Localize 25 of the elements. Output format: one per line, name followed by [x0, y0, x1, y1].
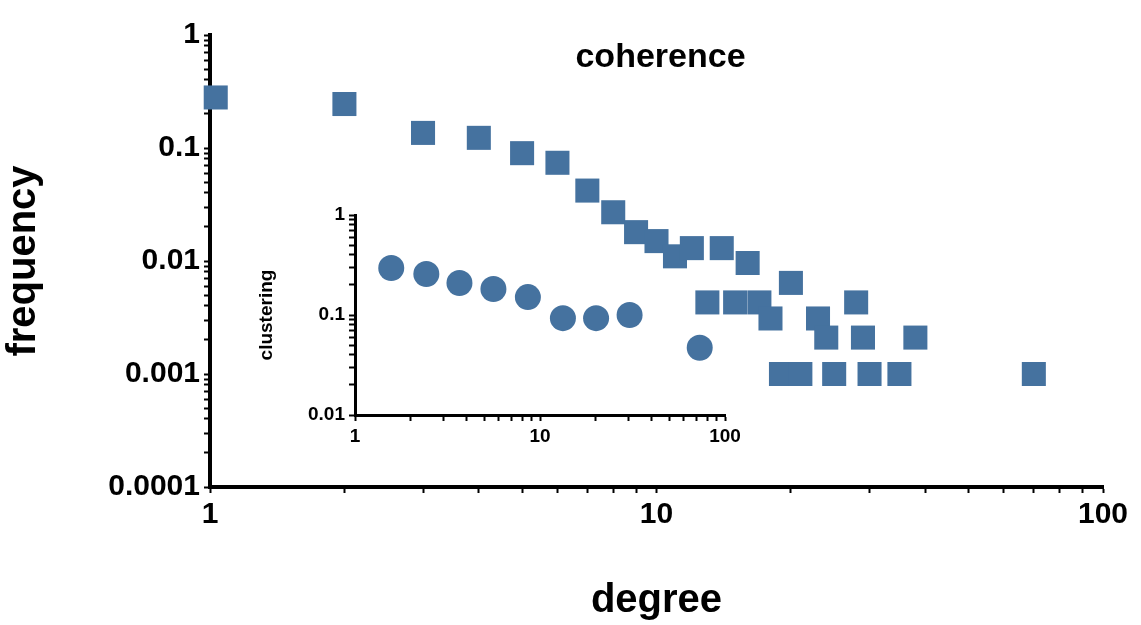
point [446, 269, 473, 296]
y-axis-title: frequency [0, 164, 44, 357]
point [583, 305, 610, 332]
y-tick-label: 0.1 [158, 129, 200, 163]
x-tick-label: 100 [709, 424, 741, 446]
y-tick-label: 0.001 [124, 355, 200, 389]
point [549, 305, 576, 332]
x-tick-label: 1 [349, 424, 361, 446]
y-tick-label: 1 [183, 16, 200, 50]
y-tick-label: 0.01 [141, 242, 200, 276]
y-tick-label: 1 [334, 203, 346, 225]
x-tick-label: 100 [1077, 496, 1129, 530]
y-tick-label: 0.1 [318, 303, 346, 325]
point [514, 284, 541, 311]
point [413, 261, 440, 288]
chart-title: coherence [574, 36, 747, 75]
y-tick-label: 0.01 [308, 403, 346, 425]
y-axis-title: clustering [254, 269, 276, 361]
x-axis-title: degree [590, 576, 723, 621]
point [616, 302, 643, 328]
point [378, 255, 405, 282]
y-tick-label: 0.0001 [108, 468, 200, 502]
point [480, 275, 507, 302]
x-tick-label: 10 [639, 496, 674, 530]
x-tick-label: 10 [529, 424, 551, 446]
